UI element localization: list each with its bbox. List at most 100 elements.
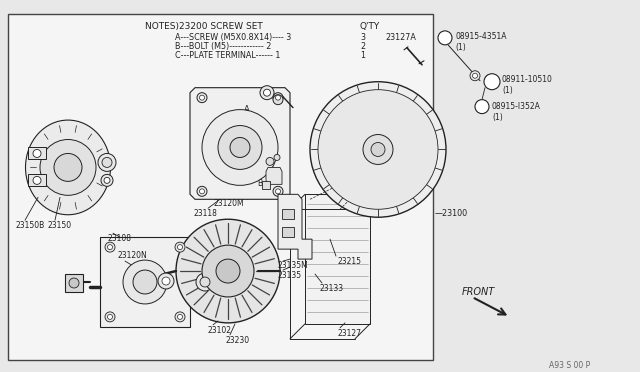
Text: 23230: 23230 xyxy=(225,336,249,345)
Text: 08915-4351A: 08915-4351A xyxy=(455,32,506,41)
Circle shape xyxy=(105,312,115,322)
Circle shape xyxy=(200,189,205,194)
Text: (1): (1) xyxy=(455,43,466,52)
FancyBboxPatch shape xyxy=(282,227,294,237)
Text: 23102: 23102 xyxy=(208,326,232,335)
Circle shape xyxy=(177,245,182,250)
Ellipse shape xyxy=(26,120,111,215)
Circle shape xyxy=(98,154,116,171)
Polygon shape xyxy=(266,167,282,185)
FancyBboxPatch shape xyxy=(282,209,294,219)
Circle shape xyxy=(123,260,167,304)
Circle shape xyxy=(273,93,283,103)
Circle shape xyxy=(310,82,446,217)
Text: 23150B: 23150B xyxy=(15,221,44,230)
Text: C---PLATE TERMINAL------ 1: C---PLATE TERMINAL------ 1 xyxy=(175,51,280,60)
Text: 23133: 23133 xyxy=(320,284,344,293)
FancyBboxPatch shape xyxy=(262,182,270,189)
FancyBboxPatch shape xyxy=(305,194,370,324)
Circle shape xyxy=(133,270,157,294)
Text: W: W xyxy=(479,104,484,109)
Circle shape xyxy=(176,219,280,323)
FancyBboxPatch shape xyxy=(28,147,46,160)
Text: 08911-10510: 08911-10510 xyxy=(502,75,553,84)
Circle shape xyxy=(202,245,254,297)
Circle shape xyxy=(105,242,115,252)
Circle shape xyxy=(318,90,438,209)
Text: A93 S 00 P: A93 S 00 P xyxy=(548,361,590,370)
Text: B---BOLT (M5)------------ 2: B---BOLT (M5)------------ 2 xyxy=(175,42,271,51)
Text: 23135: 23135 xyxy=(278,271,302,280)
Circle shape xyxy=(108,245,113,250)
Circle shape xyxy=(475,100,489,113)
Text: A: A xyxy=(244,105,250,113)
Text: 23120M: 23120M xyxy=(213,199,244,208)
Text: NOTES)23200 SCREW SET: NOTES)23200 SCREW SET xyxy=(145,22,263,31)
Circle shape xyxy=(363,135,393,164)
Circle shape xyxy=(275,95,280,100)
Circle shape xyxy=(104,177,110,183)
Circle shape xyxy=(470,71,480,81)
Text: 23135M: 23135M xyxy=(278,261,308,270)
Circle shape xyxy=(260,86,274,100)
FancyBboxPatch shape xyxy=(28,174,46,186)
Circle shape xyxy=(158,273,174,289)
Text: (1): (1) xyxy=(492,113,503,122)
Text: 2: 2 xyxy=(360,42,365,51)
Circle shape xyxy=(197,93,207,103)
Circle shape xyxy=(196,273,214,291)
Text: (1): (1) xyxy=(502,86,513,95)
Circle shape xyxy=(101,174,113,186)
FancyBboxPatch shape xyxy=(100,237,190,327)
Text: 23150: 23150 xyxy=(47,221,71,230)
Text: 23108: 23108 xyxy=(108,234,132,243)
Text: 23127A: 23127A xyxy=(385,33,416,42)
Circle shape xyxy=(230,138,250,157)
Circle shape xyxy=(266,157,274,166)
Circle shape xyxy=(33,150,41,157)
Text: 23215: 23215 xyxy=(338,257,362,266)
Text: B: B xyxy=(257,179,262,188)
Circle shape xyxy=(274,154,280,160)
Circle shape xyxy=(485,75,495,85)
Circle shape xyxy=(175,242,185,252)
Circle shape xyxy=(202,110,278,185)
Text: A---SCREW (M5X0.8X14)---- 3: A---SCREW (M5X0.8X14)---- 3 xyxy=(175,33,291,42)
Circle shape xyxy=(102,157,112,167)
Circle shape xyxy=(200,95,205,100)
Circle shape xyxy=(197,186,207,196)
Circle shape xyxy=(200,277,210,287)
Text: 1: 1 xyxy=(360,51,365,60)
Circle shape xyxy=(69,278,79,288)
Circle shape xyxy=(216,259,240,283)
Circle shape xyxy=(472,73,477,78)
Text: FRONT: FRONT xyxy=(462,287,495,297)
Circle shape xyxy=(108,314,113,320)
Text: 3: 3 xyxy=(360,33,365,42)
Circle shape xyxy=(273,186,283,196)
Text: Q'TY: Q'TY xyxy=(360,22,380,31)
Text: 23118: 23118 xyxy=(193,209,217,218)
Circle shape xyxy=(264,89,271,96)
Text: C: C xyxy=(262,167,268,176)
Circle shape xyxy=(371,142,385,157)
Polygon shape xyxy=(278,194,312,259)
Text: —23100: —23100 xyxy=(435,209,468,218)
Circle shape xyxy=(162,277,170,285)
Circle shape xyxy=(177,314,182,320)
FancyBboxPatch shape xyxy=(65,274,83,292)
Text: 08915-I352A: 08915-I352A xyxy=(492,102,541,110)
Circle shape xyxy=(40,140,96,195)
Text: W: W xyxy=(442,35,448,41)
Circle shape xyxy=(54,154,82,182)
Circle shape xyxy=(438,31,452,45)
Circle shape xyxy=(175,312,185,322)
Text: N: N xyxy=(490,79,494,84)
Circle shape xyxy=(275,189,280,194)
Text: 23127: 23127 xyxy=(338,329,362,338)
Circle shape xyxy=(33,176,41,185)
Circle shape xyxy=(273,94,283,105)
Circle shape xyxy=(484,74,500,90)
Text: 23120N: 23120N xyxy=(118,251,148,260)
FancyBboxPatch shape xyxy=(8,14,433,360)
